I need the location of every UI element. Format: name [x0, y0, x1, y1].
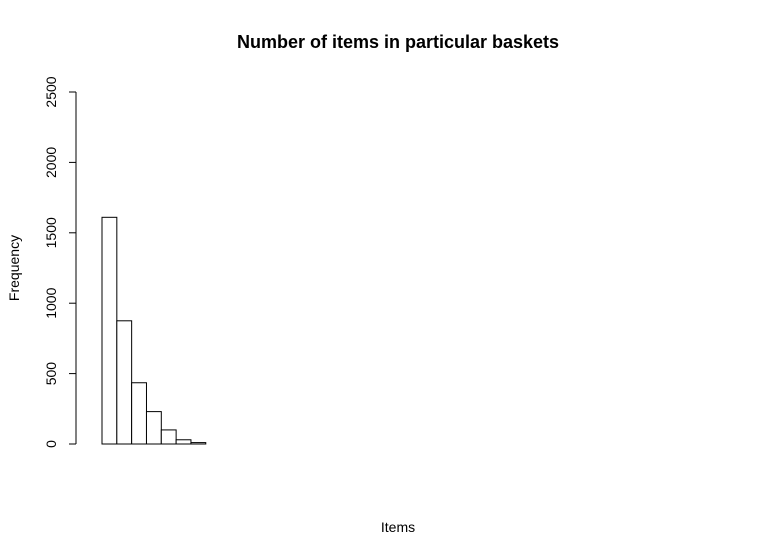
histogram-bar	[116, 320, 133, 445]
y-axis: 0 500 1000 1500 2000 2500	[43, 76, 77, 448]
histogram-bar	[190, 442, 207, 445]
x-axis-label: Items	[381, 519, 415, 535]
y-tick-label: 500	[43, 362, 59, 386]
bars	[101, 216, 207, 445]
histogram-bar	[131, 382, 147, 445]
y-tick-label: 1000	[43, 287, 59, 318]
chart-title: Number of items in particular baskets	[237, 32, 559, 52]
y-tick-label: 2000	[43, 147, 59, 178]
y-tick-label: 1500	[43, 217, 59, 248]
histogram-bar	[160, 429, 177, 445]
y-axis-label: Frequency	[6, 235, 22, 301]
histogram-bar	[175, 439, 192, 445]
histogram-bar	[101, 216, 118, 445]
histogram-bar	[145, 411, 162, 445]
y-tick-label: 2500	[43, 76, 59, 107]
y-tick-label: 0	[43, 440, 59, 448]
